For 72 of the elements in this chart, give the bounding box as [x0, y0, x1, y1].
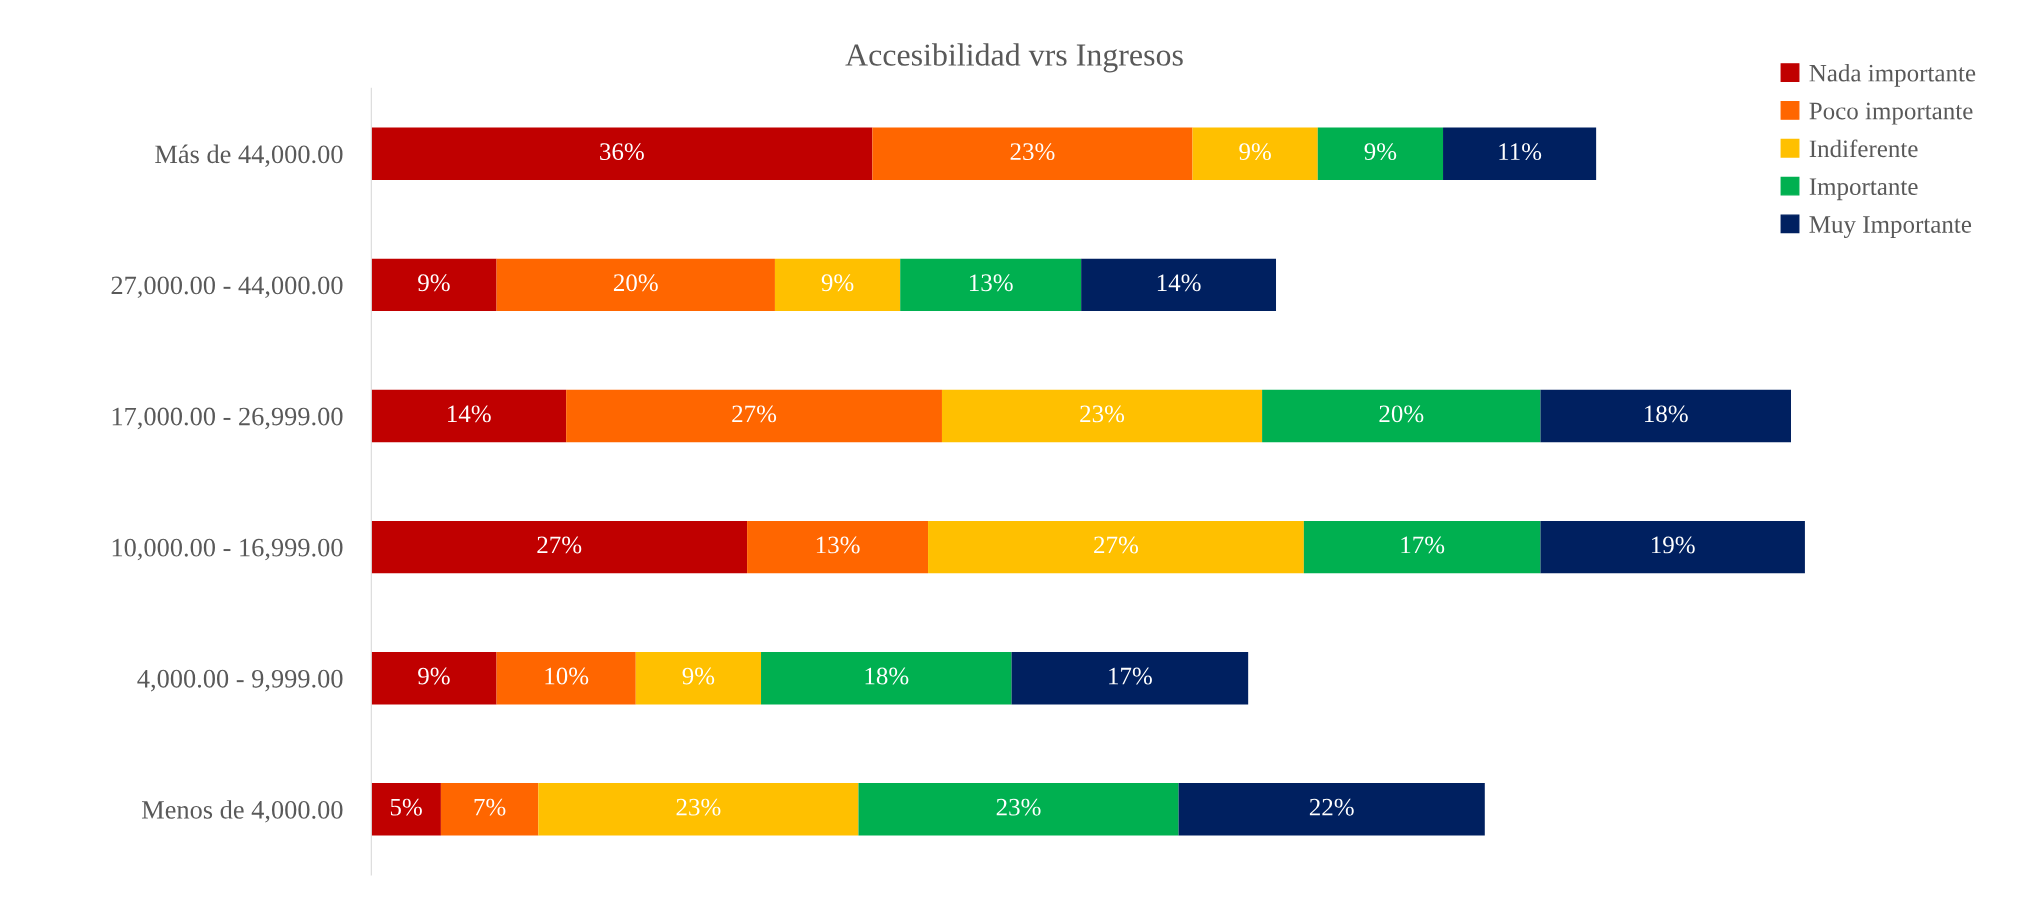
bar — [1081, 258, 1277, 312]
legend-label: Importante — [1809, 178, 1918, 201]
data-label: 10% — [545, 667, 589, 685]
y-tick-label: Más de 44,000.00 — [155, 144, 343, 167]
data-label: 22% — [1309, 798, 1354, 816]
data-label: 9% — [1239, 143, 1271, 161]
y-tick-label: 4,000.00 - 9,999.00 — [137, 669, 343, 692]
data-label: 17% — [1401, 536, 1445, 554]
data-label: 27% — [537, 536, 582, 554]
legend-label: Indiferente — [1809, 139, 1918, 158]
data-label: 20% — [613, 274, 658, 292]
y-tick-label: 10,000.00 - 16,999.00 — [112, 538, 343, 561]
bar — [371, 258, 497, 312]
bar — [496, 258, 775, 312]
data-label: 13% — [816, 536, 860, 554]
data-label: 13% — [969, 274, 1013, 292]
bar — [496, 652, 636, 705]
legend-label: Nada importante — [1809, 64, 1976, 87]
data-label: 11% — [1499, 143, 1542, 161]
bar — [538, 783, 859, 836]
legend-label: Poco importante — [1809, 102, 1973, 125]
bar — [858, 783, 1179, 836]
bar — [928, 520, 1304, 574]
data-label: 23% — [676, 798, 721, 816]
data-label: 27% — [732, 405, 777, 423]
bar — [747, 520, 929, 574]
bar — [440, 783, 539, 836]
bar — [1178, 783, 1485, 836]
data-label: 18% — [865, 667, 909, 685]
data-label: 9% — [682, 667, 715, 685]
data-label: 19% — [1651, 536, 1695, 554]
bar — [371, 520, 748, 574]
bar — [1011, 652, 1249, 705]
bar — [1540, 520, 1805, 574]
bar — [1262, 389, 1541, 443]
legend-label: Muy Importante — [1809, 216, 1972, 239]
bar — [1303, 520, 1541, 574]
data-label: 9% — [821, 274, 854, 292]
data-label: 7% — [474, 798, 506, 816]
y-tick-label: 27,000.00 - 44,000.00 — [111, 276, 343, 299]
data-label: 9% — [1364, 143, 1397, 161]
bar — [371, 127, 873, 180]
bar — [1192, 127, 1318, 180]
data-label: 36% — [600, 143, 644, 161]
data-label: 14% — [448, 405, 491, 423]
bar — [761, 652, 1012, 705]
bar — [1540, 389, 1791, 443]
bar — [941, 389, 1263, 443]
data-label: 23% — [1080, 405, 1125, 423]
bar — [635, 652, 762, 705]
data-label: 18% — [1645, 405, 1688, 423]
chart-title: Accesibilidad vrs Ingresos — [845, 43, 1183, 73]
bar — [566, 389, 942, 443]
bar — [371, 389, 567, 443]
bar — [774, 258, 901, 312]
bar — [371, 783, 441, 836]
data-label: 27% — [1094, 536, 1139, 554]
bar — [900, 258, 1082, 312]
data-label: 5% — [390, 798, 422, 816]
data-label: 17% — [1109, 667, 1152, 685]
data-label: 20% — [1379, 405, 1424, 423]
data-label: 14% — [1157, 274, 1201, 292]
bar — [872, 127, 1193, 180]
bar — [1443, 127, 1597, 180]
data-label: 23% — [1010, 143, 1055, 161]
y-tick-label: 17,000.00 - 26,999.00 — [112, 407, 343, 430]
bar — [1317, 127, 1444, 180]
data-label: 9% — [418, 667, 450, 685]
y-tick-label: Menos de 4,000.00 — [141, 800, 343, 823]
data-label: 23% — [996, 798, 1041, 816]
data-label: 9% — [418, 274, 450, 292]
bar — [371, 652, 497, 705]
